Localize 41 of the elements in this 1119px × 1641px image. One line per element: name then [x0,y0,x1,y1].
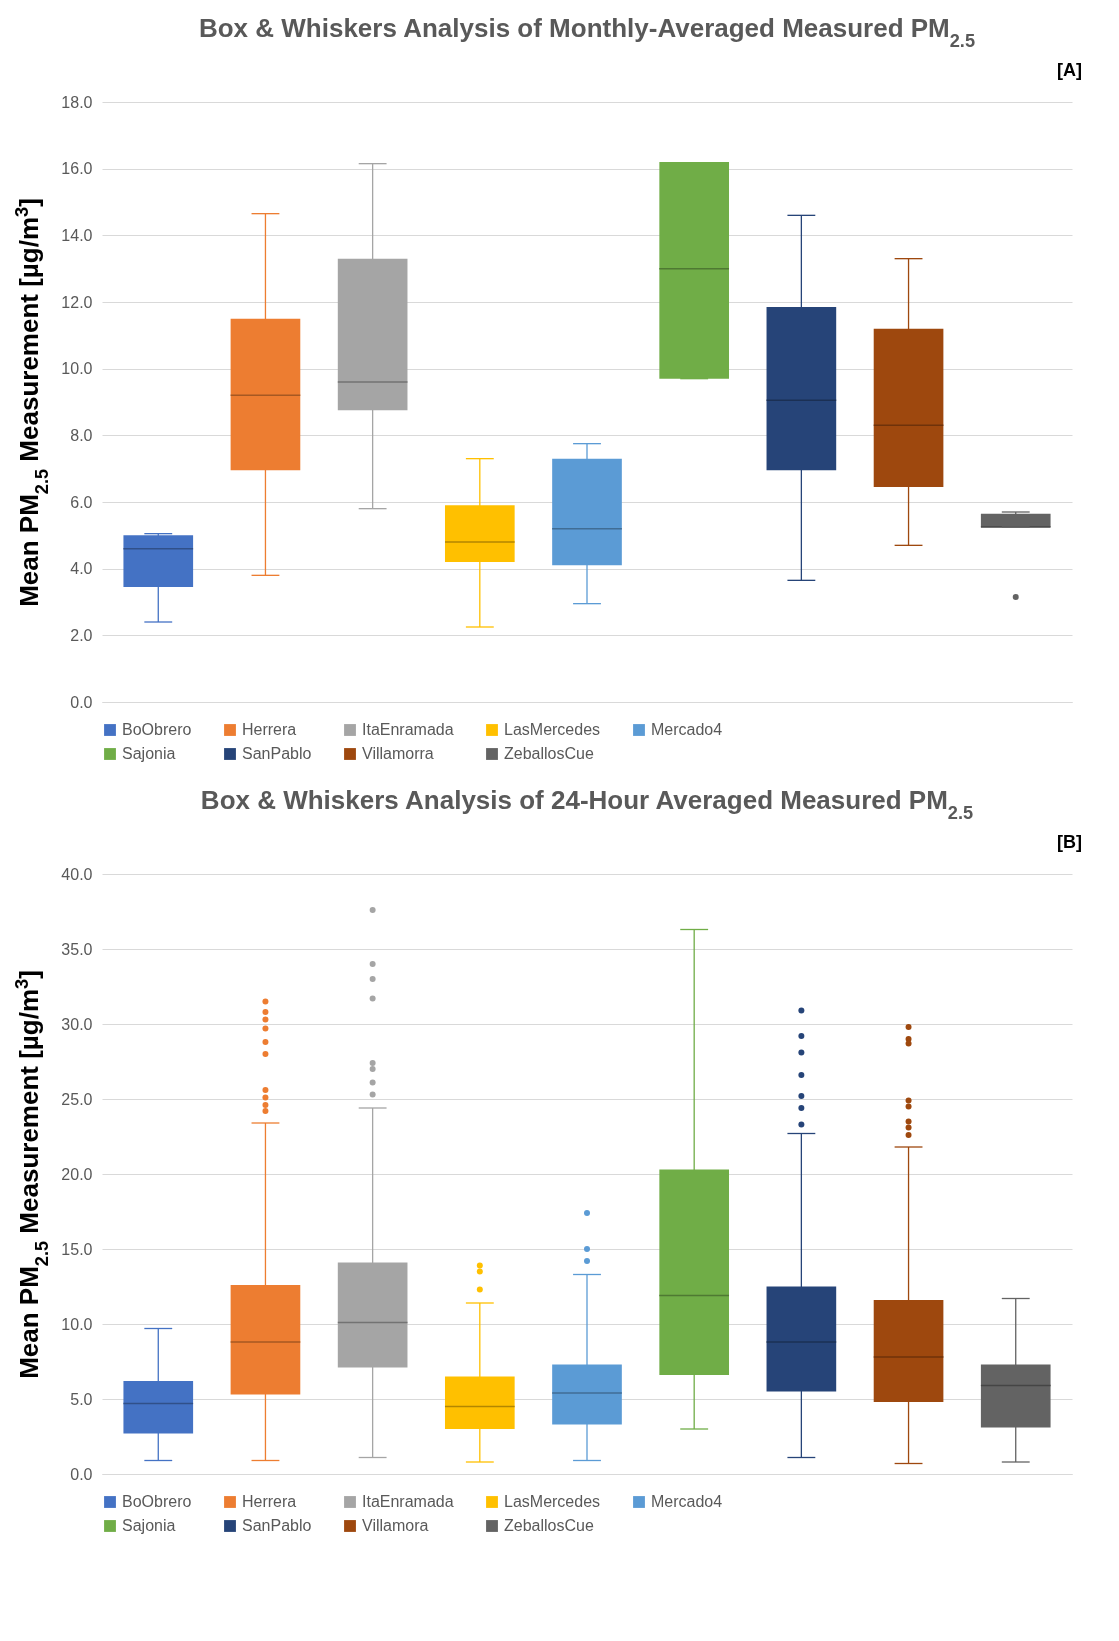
legend-label: Mercado4 [651,721,723,738]
y-tick-label: 14.0 [61,226,93,244]
legend-label: ItaEnramada [362,1493,454,1510]
y-tick-label: 10.0 [61,360,93,378]
y-tick-label: 5.0 [70,1390,93,1408]
y-tick-label: 20.0 [61,1165,93,1183]
y-tick-label: 25.0 [61,1090,93,1108]
legend-label: Villamorra [362,745,434,762]
y-tick-label: 18.0 [61,93,93,111]
y-tick-label: 40.0 [61,865,93,883]
legend-label: SanPablo [242,1517,312,1534]
y-tick-label: 4.0 [70,560,93,578]
legend-label: Sajonia [122,745,176,762]
y-tick-label: 2.0 [70,626,93,644]
legend-label: LasMercedes [504,721,601,738]
y-tick-label: 6.0 [70,493,93,511]
legend-label: Mercado4 [651,1493,723,1510]
legend-label: LasMercedes [504,1493,601,1510]
y-tick-label: 16.0 [61,160,93,178]
y-tick-label: 15.0 [61,1240,93,1258]
legend-label: ZeballosCue [504,1517,594,1534]
legend-label: ZeballosCue [504,745,594,762]
legend-label: SanPablo [242,745,312,762]
legend-label: BoObrero [122,721,192,738]
y-tick-label: 12.0 [61,293,93,311]
legend-label: BoObrero [122,1493,192,1510]
legend-label: Herrera [242,1493,297,1510]
legend-label: Sajonia [122,1517,176,1534]
text: [B] [1057,832,1082,852]
y-tick-label: 30.0 [61,1015,93,1033]
chart-title: Box & Whiskers Analysis of Monthly-Averaged Measured PM$_{2.5}$ [198,13,976,51]
y-tick-label: 0.0 [70,693,93,711]
chart-title: Box & Whiskers Analysis of 24-Hour Averaged Measured PM$_{2.5}$ [200,785,974,823]
text: [A] [1057,60,1082,80]
legend-label: ItaEnramada [362,721,454,738]
y-tick-label: 0.0 [70,1465,93,1483]
y-tick-label: 8.0 [70,426,93,444]
y-tick-label: 35.0 [61,940,93,958]
legend-label: Villamora [362,1517,429,1534]
legend-label: Herrera [242,721,297,738]
y-tick-label: 10.0 [61,1315,93,1333]
